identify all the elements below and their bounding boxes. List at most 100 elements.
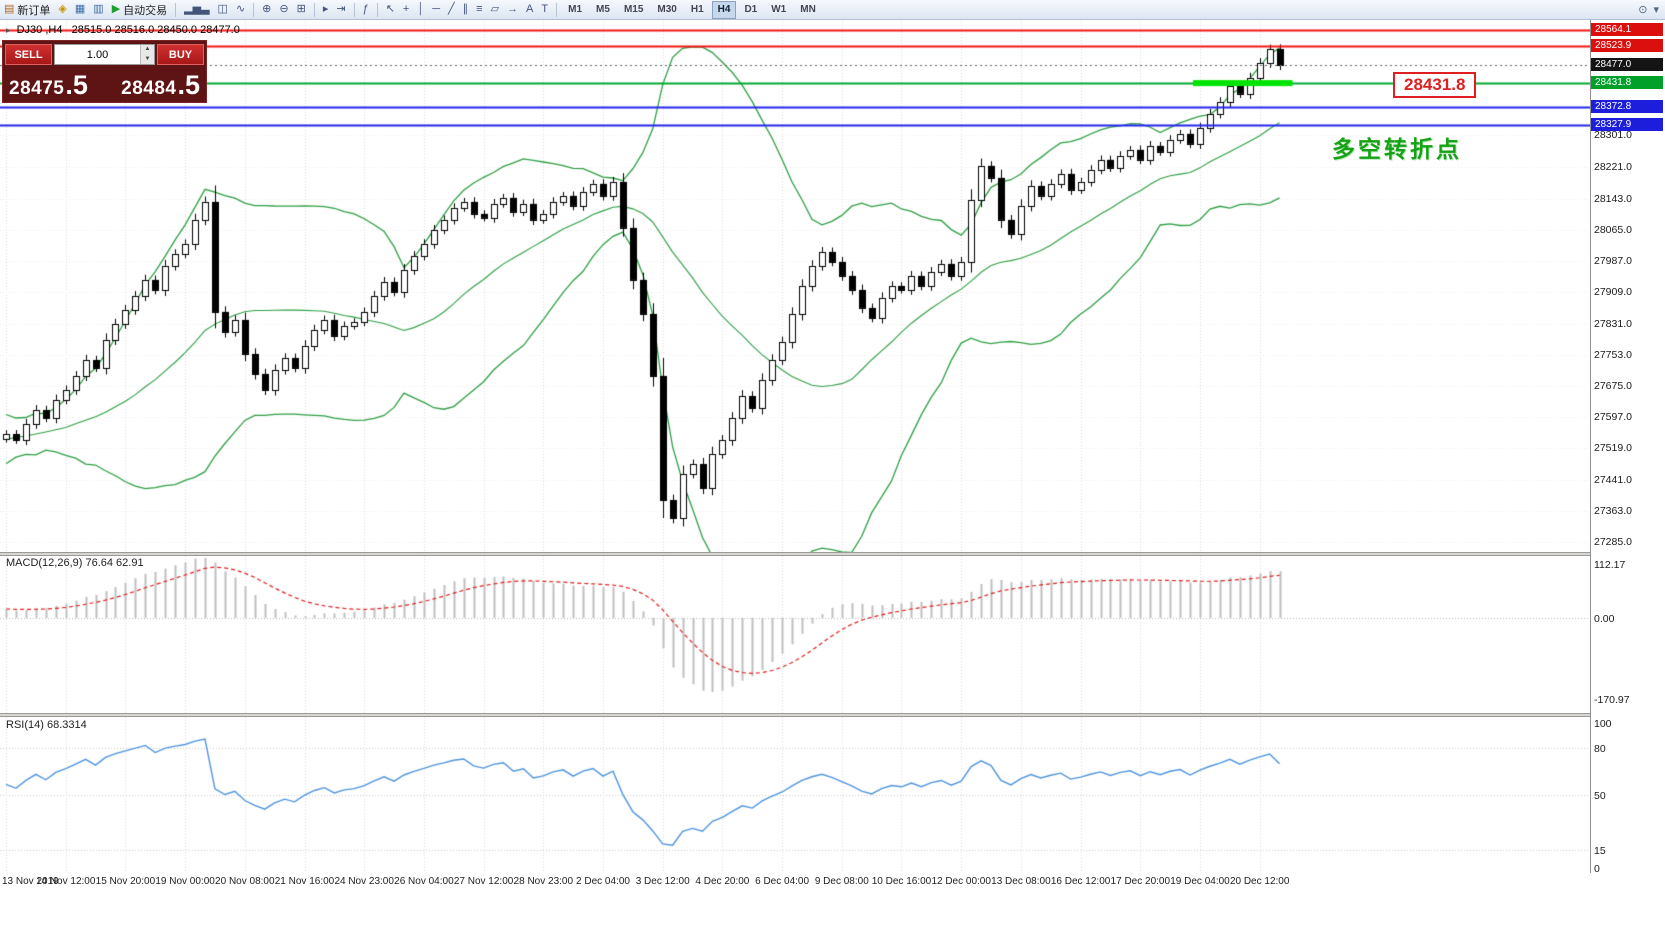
magnifier-icon[interactable]: ⊙ xyxy=(1638,4,1648,16)
timeframe-m5-button[interactable]: M5 xyxy=(596,3,610,15)
main-chart-canvas[interactable] xyxy=(0,19,1590,552)
auto-trading-button-label: 自动交易 xyxy=(123,4,168,17)
timeframe-d1-button[interactable]: D1 xyxy=(744,3,758,15)
auto-scroll-icon[interactable]: ▸ xyxy=(319,1,333,18)
price-axis-tick: 27441.0 xyxy=(1594,473,1632,486)
macd-panel-canvas[interactable] xyxy=(0,556,1590,713)
price-axis-tick: 27519.0 xyxy=(1594,442,1632,455)
time-axis-label: 13 Nov 2019 xyxy=(2,876,59,887)
indicators-icon[interactable]: ƒ xyxy=(359,1,373,18)
timeframe-h1-button[interactable]: H1 xyxy=(690,3,704,15)
chart-ohlc-info: ▸ DJ30 ,H4 28515.0 28516.0 28450.0 28477… xyxy=(6,24,240,36)
sell-button[interactable]: SELL xyxy=(5,44,52,65)
timeframe-toolbar: M1 M5 M15 M30 H1 H4 D1 W1 MN xyxy=(561,0,823,19)
auto-scroll-icon: ▸ xyxy=(322,3,329,15)
volume-input[interactable] xyxy=(55,47,140,62)
panel-divider[interactable] xyxy=(0,552,1665,556)
price-badge: 28477.0 xyxy=(1591,58,1663,72)
turning-point-annotation[interactable]: 多空转折点 xyxy=(1332,136,1462,162)
price-badge: 28564.1 xyxy=(1591,23,1663,37)
price-axis-tick: 27753.0 xyxy=(1594,348,1632,361)
chart-shift-icon[interactable]: ⇥ xyxy=(332,1,349,18)
price-badge: 28523.9 xyxy=(1591,39,1663,53)
tile-windows-icon[interactable]: ⊞ xyxy=(293,1,310,18)
toolbar: ▤ 新订单 ◈ ▦ ▥ ▶ 自动交易 ▂▅▃ ◫ ∿ ⊕ ⊖ ⊞ ▸ ⇥ ƒ ↖ + │ ─ ╱ ∥ ≡ ▱ → A T M1 M5 M… xyxy=(0,0,1665,20)
buy-button[interactable]: BUY xyxy=(157,44,204,65)
ohlc-values: 28515.0 28516.0 28450.0 28477.0 xyxy=(71,24,240,36)
arrow-tools-icon[interactable]: → xyxy=(503,1,522,18)
text-label-icon[interactable]: T xyxy=(537,1,552,18)
shapes-icon[interactable]: ▱ xyxy=(487,1,503,18)
shapes-icon: ▱ xyxy=(490,3,500,15)
volume-spinner: ▲ ▼ xyxy=(140,45,154,64)
time-axis-label: 21 Nov 16:00 xyxy=(274,876,335,887)
horizontal-line-icon: ─ xyxy=(432,3,441,15)
toolbar-separator xyxy=(556,2,558,17)
toolbar-groups: ▤ 新订单 ◈ ▦ ▥ ▶ 自动交易 ▂▅▃ ◫ ∿ ⊕ ⊖ ⊞ ▸ ⇥ ƒ ↖ + │ ─ ╱ ∥ ≡ ▱ → A T xyxy=(0,1,552,18)
bar-chart-icon[interactable]: ▂▅▃ xyxy=(180,1,213,18)
line-chart-icon[interactable]: ∿ xyxy=(232,1,249,18)
zoom-out-icon: ⊖ xyxy=(279,3,289,15)
new-order-button[interactable]: ▤ 新订单 xyxy=(0,1,54,18)
auto-trading-button[interactable]: ▶ 自动交易 xyxy=(108,1,171,18)
time-axis-label: 16 Dec 12:00 xyxy=(1050,876,1111,887)
crosshair-icon[interactable]: + xyxy=(399,1,413,18)
candlestick-chart-icon: ◫ xyxy=(217,3,228,15)
sell-price-fraction: .5 xyxy=(65,70,88,100)
timeframe-m15-button[interactable]: M15 xyxy=(623,3,644,15)
timeframe-h4-button[interactable]: H4 xyxy=(711,0,737,19)
charts-grid-icon: ▦ xyxy=(74,3,86,15)
auto-trading-button-icon: ▶ xyxy=(111,3,121,15)
one-click-trading-widget: SELL ▲ ▼ BUY 28475 .5 28484 .5 xyxy=(2,40,207,103)
terminal-window-icon[interactable]: ▥ xyxy=(89,1,107,18)
time-axis-label: 12 Dec 00:00 xyxy=(931,876,991,887)
terminal-window-icon: ▥ xyxy=(93,3,104,15)
toolbar-separator xyxy=(253,2,255,17)
macd-axis-tick: 0.00 xyxy=(1594,612,1615,625)
tile-windows-icon: ⊞ xyxy=(296,3,306,15)
layouts-icon[interactable]: ◈ xyxy=(54,1,70,18)
text-icon[interactable]: A xyxy=(522,1,537,18)
symbol-period-label: DJ30 ,H4 xyxy=(16,24,63,36)
fibonacci-icon[interactable]: ≡ xyxy=(472,1,486,18)
panel-divider[interactable] xyxy=(0,713,1665,717)
vertical-line-icon[interactable]: │ xyxy=(413,1,428,18)
channel-icon[interactable]: ∥ xyxy=(459,1,473,18)
zoom-out-icon[interactable]: ⊖ xyxy=(275,1,292,18)
charts-grid-icon[interactable]: ▦ xyxy=(71,1,89,18)
trendline-icon[interactable]: ╱ xyxy=(444,1,459,18)
time-axis-label: 27 Nov 12:00 xyxy=(453,876,514,887)
timeframe-m30-button[interactable]: M30 xyxy=(657,3,677,15)
timeframe-w1-button[interactable]: W1 xyxy=(771,3,787,15)
candlestick-chart-icon[interactable]: ◫ xyxy=(214,1,232,18)
volume-up-button[interactable]: ▲ xyxy=(141,45,154,55)
bar-chart-icon: ▂▅▃ xyxy=(184,3,210,15)
text-icon: A xyxy=(526,3,534,15)
volume-down-button[interactable]: ▼ xyxy=(141,54,154,64)
time-axis-label: 13 Dec 08:00 xyxy=(991,876,1051,887)
toolbar-separator xyxy=(353,2,355,17)
time-axis-label: 2 Dec 04:00 xyxy=(576,876,630,887)
chevron-down-icon[interactable]: ▾ xyxy=(1653,4,1659,16)
support-price-annotation[interactable]: 28431.8 xyxy=(1393,72,1477,98)
price-axis-tick: 27909.0 xyxy=(1594,286,1632,299)
symbol-marker-icon: ▸ xyxy=(6,25,11,35)
time-axis-label: 20 Dec 12:00 xyxy=(1229,876,1290,887)
macd-axis-tick: -170.97 xyxy=(1594,694,1630,707)
horizontal-line-icon[interactable]: ─ xyxy=(428,1,444,18)
timeframe-mn-button[interactable]: MN xyxy=(800,3,816,15)
price-badge: 28372.8 xyxy=(1591,99,1663,113)
fibonacci-icon: ≡ xyxy=(476,3,483,15)
timeframe-m1-button[interactable]: M1 xyxy=(568,3,583,15)
trendline-icon: ╱ xyxy=(448,3,455,15)
price-badge: 28327.9 xyxy=(1591,117,1663,131)
buy-price: 28484 .5 xyxy=(121,70,200,101)
crosshair-icon: + xyxy=(402,3,410,15)
price-axis[interactable] xyxy=(1590,19,1665,873)
time-axis-label: 17 Dec 20:00 xyxy=(1110,876,1171,887)
zoom-in-icon[interactable]: ⊕ xyxy=(258,1,275,18)
cursor-icon[interactable]: ↖ xyxy=(382,1,399,18)
price-axis-tick: 27987.0 xyxy=(1594,255,1632,268)
rsi-panel-canvas[interactable] xyxy=(0,717,1590,873)
